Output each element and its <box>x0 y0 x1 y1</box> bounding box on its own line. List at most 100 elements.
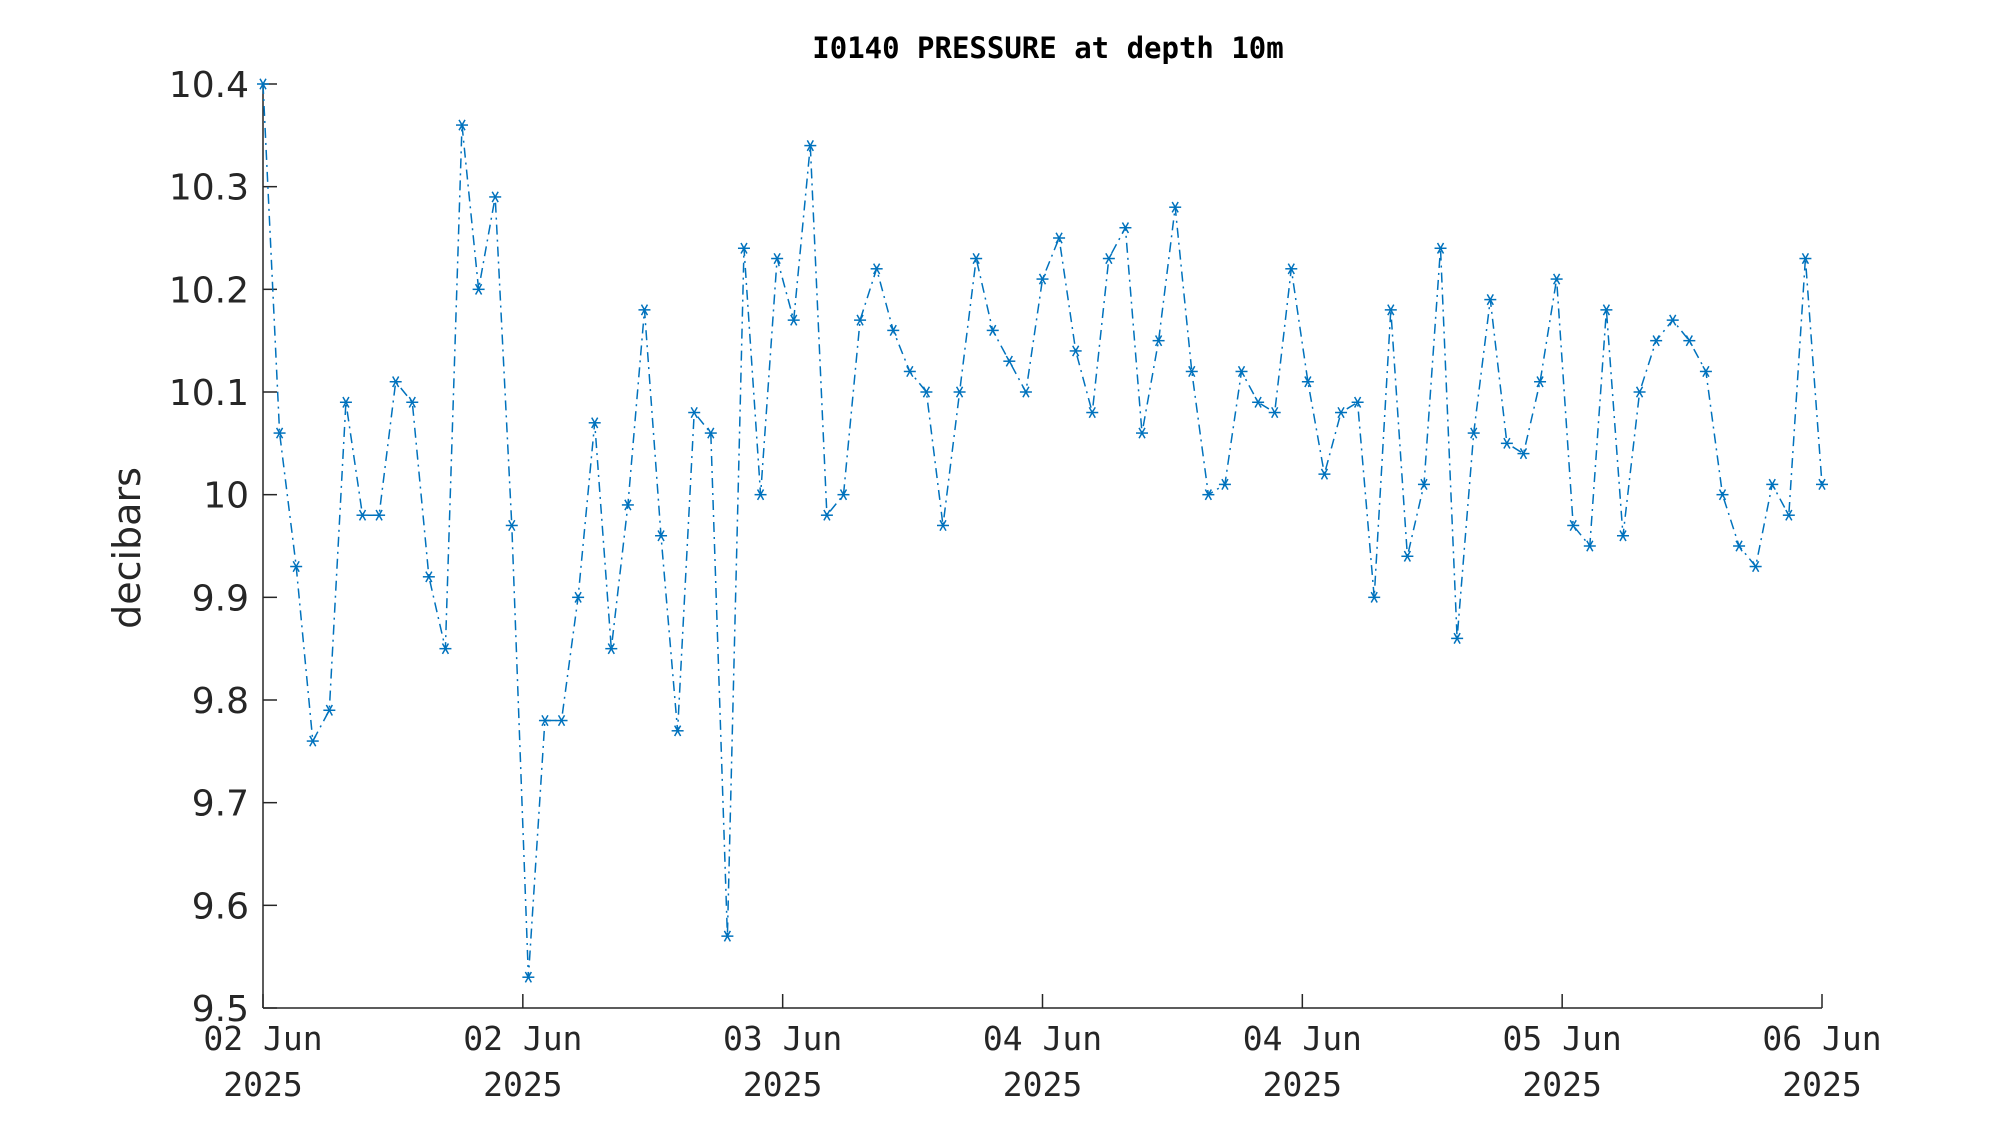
data-point <box>771 252 784 265</box>
data-point <box>1119 222 1132 234</box>
x-tick-label-date: 03 Jun <box>723 1019 842 1058</box>
data-point <box>837 489 850 501</box>
data-point <box>339 396 352 408</box>
x-tick-label-date: 02 Jun <box>463 1019 582 1058</box>
data-point <box>1500 437 1513 449</box>
data-point <box>439 643 452 655</box>
data-point <box>1268 406 1281 419</box>
data-point <box>804 140 817 152</box>
data-point <box>920 386 933 398</box>
data-point <box>704 427 717 439</box>
data-point <box>1650 335 1663 347</box>
data-point <box>1616 530 1629 542</box>
data-point <box>1368 591 1381 603</box>
data-point <box>970 252 983 265</box>
x-tick-label-year: 2025 <box>1522 1065 1601 1104</box>
data-point <box>820 509 833 521</box>
data-point <box>306 735 319 747</box>
data-point <box>555 714 568 727</box>
data-point <box>489 191 502 203</box>
data-point <box>737 242 750 254</box>
y-tick-label: 9.5 <box>192 989 249 1030</box>
data-point <box>472 283 485 295</box>
data-point <box>1086 406 1099 419</box>
data-point <box>1434 242 1447 254</box>
data-point <box>1699 365 1712 378</box>
data-point <box>1749 560 1762 573</box>
data-point <box>1351 396 1364 408</box>
data-point <box>1185 365 1198 378</box>
data-point <box>1517 448 1530 460</box>
data-point <box>1019 386 1032 398</box>
data-point <box>1417 478 1430 490</box>
data-point <box>1252 396 1265 408</box>
data-point <box>721 930 734 942</box>
data-point <box>1136 427 1149 439</box>
data-point <box>754 489 767 501</box>
data-point <box>1550 273 1563 285</box>
chart-title: I0140 PRESSURE at depth 10m <box>812 31 1283 65</box>
data-point <box>655 530 668 542</box>
data-point <box>257 78 269 90</box>
data-point <box>290 560 303 573</box>
data-point <box>870 263 883 275</box>
data-point <box>1484 294 1497 306</box>
data-point <box>903 365 916 378</box>
y-tick-label: 9.8 <box>192 681 249 722</box>
x-tick-label-date: 02 Jun <box>203 1019 322 1058</box>
x-tick-label-date: 04 Jun <box>983 1019 1102 1058</box>
data-point <box>572 591 585 603</box>
data-point <box>1053 232 1066 244</box>
x-tick-label-year: 2025 <box>1782 1065 1861 1104</box>
data-point <box>1102 252 1115 265</box>
axis-ticks: 9.5 9.6 9.7 9.8 9.9 10 10.1 10.2 10.3 10.4 02 Jun 2… <box>169 65 1882 1104</box>
data-point <box>1301 376 1314 388</box>
data-point <box>1335 406 1348 419</box>
data-point <box>1003 355 1016 367</box>
x-tick-label-year: 2025 <box>1003 1065 1082 1104</box>
y-tick-label: 10.2 <box>169 270 249 311</box>
data-point <box>1766 478 1779 490</box>
data-point <box>953 386 966 398</box>
data-point <box>1036 273 1049 285</box>
data-point <box>1733 540 1746 552</box>
x-tick-label-year: 2025 <box>743 1065 822 1104</box>
series-line <box>262 83 1823 978</box>
x-tick-label-year: 2025 <box>483 1065 562 1104</box>
data-point <box>854 314 867 326</box>
y-tick-label: 10 <box>203 476 249 517</box>
data-point <box>273 427 286 439</box>
data-point <box>1169 201 1182 213</box>
x-tick-label-year: 2025 <box>1263 1065 1342 1104</box>
data-point <box>1666 314 1679 326</box>
y-tick-label: 9.9 <box>192 578 249 619</box>
data-point <box>1235 365 1248 378</box>
data-point <box>1467 427 1480 439</box>
x-tick-label-date: 06 Jun <box>1762 1019 1881 1058</box>
data-point <box>1600 304 1613 316</box>
x-tick-label-year: 2025 <box>223 1065 302 1104</box>
data-point <box>1218 478 1231 490</box>
data-point <box>422 571 435 583</box>
data-point <box>522 971 535 983</box>
y-axis-label: decibars <box>105 467 149 629</box>
data-point <box>1633 386 1646 398</box>
data-point <box>1683 335 1696 347</box>
x-tick-label-date: 05 Jun <box>1503 1019 1622 1058</box>
data-point <box>1069 345 1082 357</box>
data-point <box>456 119 469 131</box>
data-point <box>638 304 651 316</box>
y-tick-label: 10.1 <box>169 373 249 414</box>
data-point <box>1534 376 1547 388</box>
data-point <box>1567 519 1580 532</box>
series-pressure <box>257 78 1828 983</box>
y-tick-label: 9.7 <box>192 784 249 825</box>
y-tick-label: 10.4 <box>169 65 249 106</box>
data-point <box>373 509 386 521</box>
data-point <box>1152 335 1165 347</box>
data-point <box>671 725 684 737</box>
data-point <box>887 324 900 336</box>
data-point <box>1816 478 1828 490</box>
